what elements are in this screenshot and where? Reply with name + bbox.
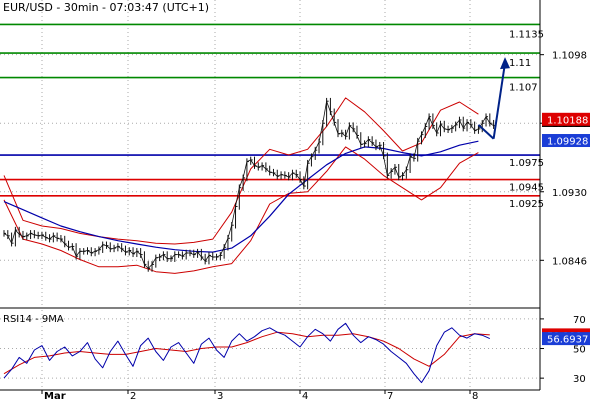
close-line: [3, 100, 494, 269]
arrow-shaft: [492, 62, 506, 139]
rsi-panel: [0, 307, 540, 384]
bollinger-upper-line: [3, 97, 479, 245]
price-series: [3, 97, 496, 272]
rsi-title: RSI14 - 9MA: [3, 314, 64, 325]
x-tick-label: 2: [130, 391, 136, 400]
arrow-lead: [477, 124, 495, 140]
moving-average-line: [3, 140, 479, 253]
chart-title: EUR/USD - 30min - 07:03:47 (UTC+1): [3, 1, 209, 14]
y-tick-label: 1.0930: [552, 188, 587, 199]
y-tick-label: 1.0846: [552, 256, 587, 267]
main-grid: [0, 0, 540, 390]
arrowhead: [500, 57, 510, 70]
level-label: 1.11: [509, 58, 531, 69]
price-tag-label: 1.09928: [547, 137, 588, 148]
level-label: 1.0975: [509, 158, 544, 169]
x-tick-label: 8: [472, 391, 478, 400]
level-lines: 1.1135 1.11 1.107 1.0975 1.0945 1.0925: [0, 23, 544, 210]
rsi-y-tick-label: 50: [573, 345, 586, 356]
price-tag-box: [542, 134, 590, 148]
price-tag-label: 1.10188: [547, 115, 588, 126]
rsi-y-tick-label: 70: [573, 315, 586, 326]
rsi-ma-line: [3, 331, 490, 375]
x-tick-label: 7: [387, 391, 393, 400]
rsi-y-tick-label: 30: [573, 374, 586, 385]
rsi-line: [3, 322, 491, 384]
price-tag-box: [542, 112, 590, 126]
level-label: 1.0945: [509, 183, 544, 194]
projection-arrow: [477, 57, 510, 140]
level-label: 1.1135: [509, 29, 544, 40]
x-tick-label: Mar: [44, 391, 66, 400]
level-label: 1.107: [509, 83, 538, 94]
bollinger-bands: [3, 97, 479, 274]
y-tick-label: 1.1098: [552, 51, 587, 62]
x-tick-label: 3: [217, 391, 223, 400]
x-tick-label: 4: [302, 391, 308, 400]
rsi-tag-label: 56.6937: [547, 335, 588, 346]
rsi-tag-box: [542, 332, 590, 346]
bollinger-lower-line: [3, 146, 479, 274]
level-label: 1.0925: [509, 199, 544, 210]
